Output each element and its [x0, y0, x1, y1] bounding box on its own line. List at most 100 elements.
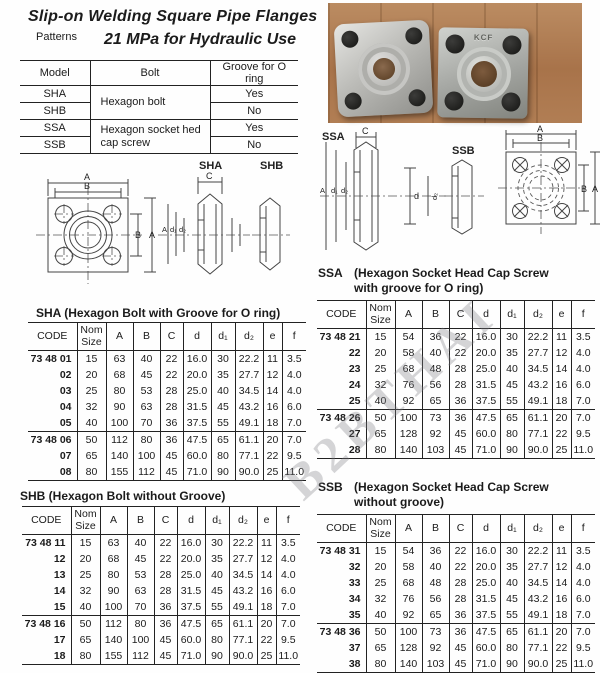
value-cell: 27.7 — [228, 551, 258, 567]
value-cell: 27.7 — [234, 367, 264, 383]
value-cell: 65 — [76, 448, 107, 464]
value-cell: 65 — [499, 623, 525, 640]
value-cell: 28 — [159, 399, 184, 415]
value-cell: 22.2 — [523, 328, 553, 345]
value-cell: 40 — [421, 345, 450, 361]
value-cell: 22 — [551, 426, 572, 442]
column-header: Nom Size — [365, 300, 396, 329]
value-cell: 92 — [394, 607, 423, 624]
code-cell: 08 — [28, 464, 78, 481]
value-cell: 22 — [551, 640, 572, 656]
code-cell: 37 — [317, 640, 367, 656]
table-row: 12 20 68 45 22 20.0 35 27.7 12 4.0 — [22, 551, 300, 567]
value-cell: 16.0 — [182, 350, 212, 367]
value-cell: 16.0 — [471, 542, 501, 559]
column-header: B — [421, 514, 450, 543]
value-cell: 36 — [448, 623, 473, 640]
value-cell: 22 — [256, 632, 277, 648]
table-row: 33 25 68 48 28 25.0 40 34.5 14 4.0 — [317, 575, 595, 591]
table-row: 28 80 140 103 45 71.0 90 90.0 25 11.0 — [317, 442, 595, 459]
page-title: Slip-on Welding Square Pipe Flanges Patt… — [28, 8, 317, 49]
column-header: d₁ — [499, 514, 525, 543]
value-cell: 35 — [210, 367, 236, 383]
dim-c: C — [206, 171, 213, 181]
column-header: e — [551, 514, 572, 543]
code-cell: 34 — [317, 591, 367, 607]
column-header: e — [256, 506, 277, 535]
value-cell: 3.5 — [275, 534, 300, 551]
value-cell: 43.2 — [523, 377, 553, 393]
value-cell: 25.0 — [471, 575, 501, 591]
bolt-hole — [404, 26, 423, 45]
bolt-hole — [502, 35, 522, 55]
code-cell: 28 — [317, 442, 367, 459]
value-cell: 60.0 — [182, 448, 212, 464]
value-cell: 40 — [210, 383, 236, 399]
value-cell: 58 — [394, 345, 423, 361]
value-cell: 20 — [262, 431, 283, 448]
value-cell: 12 — [551, 345, 572, 361]
column-header: A — [99, 506, 128, 535]
value-cell: 36 — [153, 599, 178, 616]
value-cell: 28 — [448, 361, 473, 377]
value-cell: 28 — [448, 591, 473, 607]
column-header: d — [471, 514, 501, 543]
value-cell: 20 — [551, 409, 572, 426]
value-cell: 100 — [132, 448, 161, 464]
value-cell: 37.5 — [176, 599, 206, 616]
value-cell: 65 — [365, 426, 396, 442]
value-cell: 18 — [551, 393, 572, 410]
value-cell: 4.0 — [570, 575, 595, 591]
table-row: 35 40 92 65 36 37.5 55 49.1 18 7.0 — [317, 607, 595, 624]
value-cell: 40 — [132, 350, 161, 367]
code-cell: 38 — [317, 656, 367, 673]
page-title-line1: Slip-on Welding Square Pipe Flanges — [28, 8, 318, 25]
value-cell: 61.1 — [523, 623, 553, 640]
column-header: C — [448, 514, 473, 543]
value-cell: 47.5 — [471, 409, 501, 426]
value-cell: 18 — [551, 607, 572, 624]
model-cell: SHA — [20, 85, 90, 103]
value-cell: 90 — [204, 648, 230, 665]
value-cell: 45 — [448, 656, 473, 673]
view-label-ssa: SSA — [322, 131, 345, 143]
column-header: f — [570, 514, 595, 543]
code-cell: 73 48 21 — [317, 328, 367, 345]
value-cell: 76 — [394, 377, 423, 393]
value-cell: 20 — [70, 551, 101, 567]
value-cell: 40 — [365, 607, 396, 624]
value-cell: 14 — [551, 361, 572, 377]
value-cell: 22 — [448, 559, 473, 575]
value-cell: 16 — [256, 583, 277, 599]
table-row: 73 48 36 50 100 73 36 47.5 65 61.1 20 7.0 — [317, 623, 595, 640]
code-cell: 73 48 16 — [22, 615, 72, 632]
value-cell: 16.0 — [471, 328, 501, 345]
column-header: A — [394, 300, 423, 329]
table-row: 38 80 140 103 45 71.0 90 90.0 25 11.0 — [317, 656, 595, 673]
code-cell: 32 — [317, 559, 367, 575]
code-cell: 03 — [28, 383, 78, 399]
column-header: B — [132, 322, 161, 351]
table-row: 15 40 100 70 36 37.5 55 49.1 18 7.0 — [22, 599, 300, 616]
value-cell: 27.7 — [523, 559, 553, 575]
value-cell: 32 — [365, 591, 396, 607]
dim-d1: d₁ — [331, 186, 338, 195]
value-cell: 3.5 — [281, 350, 306, 367]
value-cell: 7.0 — [275, 599, 300, 616]
value-cell: 63 — [99, 534, 128, 551]
value-cell: 100 — [126, 632, 155, 648]
value-cell: 45 — [499, 591, 525, 607]
column-header: B — [126, 506, 155, 535]
value-cell: 71.0 — [182, 464, 212, 481]
bolt-hole — [444, 91, 464, 111]
bolt-hole — [340, 30, 359, 49]
value-cell: 7.0 — [281, 415, 306, 432]
value-cell: 11.0 — [570, 656, 595, 673]
value-cell: 31.5 — [471, 377, 501, 393]
product-photo: KCF — [328, 3, 582, 123]
value-cell: 90.0 — [234, 464, 264, 481]
code-cell: 73 48 36 — [317, 623, 367, 640]
dim-sec-a: A — [162, 225, 167, 234]
value-cell: 32 — [70, 583, 101, 599]
